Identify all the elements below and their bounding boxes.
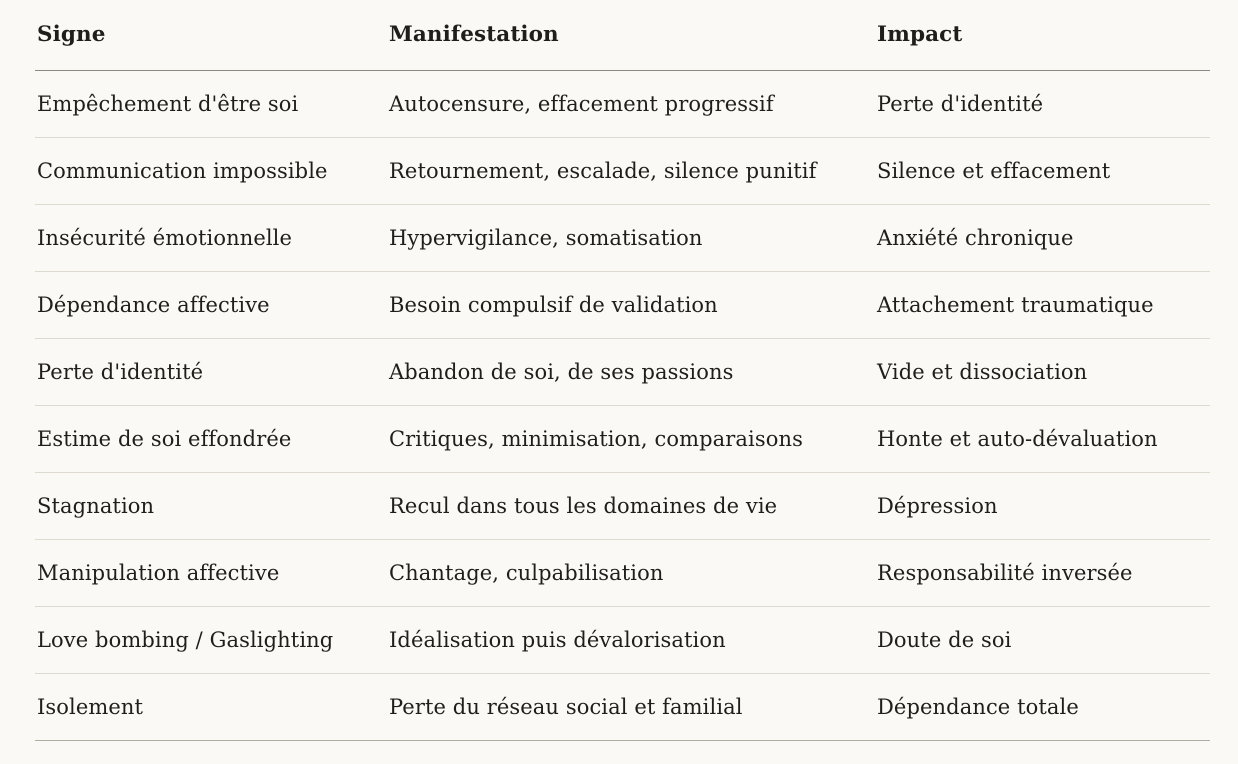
cell-signe: Stagnation — [35, 472, 387, 540]
cell-signe: Communication impossible — [35, 137, 387, 205]
cell-impact: Honte et auto-dévaluation — [875, 405, 1210, 473]
cell-manifestation: Critiques, minimisation, comparaisons — [387, 405, 875, 473]
table-row: Dépendance affective Besoin compulsif de… — [35, 271, 1210, 339]
table-row: Manipulation affective Chantage, culpabi… — [35, 539, 1210, 607]
cell-manifestation: Autocensure, effacement progressif — [387, 70, 875, 138]
table-row: Estime de soi effondrée Critiques, minim… — [35, 405, 1210, 473]
table-header: Signe Manifestation Impact — [35, 0, 1210, 71]
cell-impact: Doute de soi — [875, 606, 1210, 674]
cell-impact: Dépression — [875, 472, 1210, 540]
column-header-impact: Impact — [875, 0, 1210, 71]
table-row: Perte d'identité Abandon de soi, de ses … — [35, 338, 1210, 406]
cell-manifestation: Hypervigilance, somatisation — [387, 204, 875, 272]
cell-impact: Perte d'identité — [875, 70, 1210, 138]
toxic-relationship-signs-table: Signe Manifestation Impact Empêchement d… — [35, 0, 1210, 741]
cell-impact: Responsabilité inversée — [875, 539, 1210, 607]
table-row: Love bombing / Gaslighting Idéalisation … — [35, 606, 1210, 674]
cell-signe: Dépendance affective — [35, 271, 387, 339]
cell-manifestation: Besoin compulsif de validation — [387, 271, 875, 339]
table-row: Stagnation Recul dans tous les domaines … — [35, 472, 1210, 540]
cell-impact: Vide et dissociation — [875, 338, 1210, 406]
cell-manifestation: Chantage, culpabilisation — [387, 539, 875, 607]
cell-signe: Estime de soi effondrée — [35, 405, 387, 473]
column-header-manifestation: Manifestation — [387, 0, 875, 71]
table-row: Empêchement d'être soi Autocensure, effa… — [35, 70, 1210, 138]
table-row: Communication impossible Retournement, e… — [35, 137, 1210, 205]
cell-manifestation: Recul dans tous les domaines de vie — [387, 472, 875, 540]
table-row: Isolement Perte du réseau social et fami… — [35, 673, 1210, 741]
cell-manifestation: Retournement, escalade, silence punitif — [387, 137, 875, 205]
cell-signe: Love bombing / Gaslighting — [35, 606, 387, 674]
cell-manifestation: Idéalisation puis dévalorisation — [387, 606, 875, 674]
cell-manifestation: Abandon de soi, de ses passions — [387, 338, 875, 406]
header-row: Signe Manifestation Impact — [35, 0, 1210, 71]
table-body: Empêchement d'être soi Autocensure, effa… — [35, 70, 1210, 741]
column-header-signe: Signe — [35, 0, 387, 71]
cell-signe: Isolement — [35, 673, 387, 741]
cell-impact: Attachement traumatique — [875, 271, 1210, 339]
cell-impact: Anxiété chronique — [875, 204, 1210, 272]
cell-signe: Perte d'identité — [35, 338, 387, 406]
cell-signe: Insécurité émotionnelle — [35, 204, 387, 272]
table-row: Insécurité émotionnelle Hypervigilance, … — [35, 204, 1210, 272]
cell-signe: Manipulation affective — [35, 539, 387, 607]
cell-signe: Empêchement d'être soi — [35, 70, 387, 138]
cell-manifestation: Perte du réseau social et familial — [387, 673, 875, 741]
cell-impact: Dépendance totale — [875, 673, 1210, 741]
cell-impact: Silence et effacement — [875, 137, 1210, 205]
